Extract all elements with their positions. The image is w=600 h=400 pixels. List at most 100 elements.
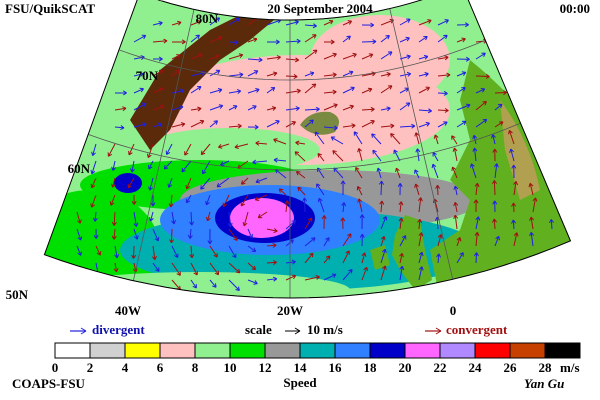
- wind-arrow: [418, 54, 429, 60]
- wind-arrow: [456, 56, 470, 62]
- wind-arrow: [171, 211, 177, 225]
- wind-arrow: [451, 166, 458, 179]
- wind-arrow: [361, 87, 373, 94]
- wind-arrow: [475, 118, 488, 128]
- colorbar-label: 20: [399, 360, 412, 375]
- wind-arrow: [378, 180, 384, 196]
- wind-arrow: [323, 39, 335, 45]
- wind-arrow: [163, 160, 173, 170]
- wind-arrow: [266, 106, 277, 111]
- wind-arrow: [133, 55, 145, 61]
- wind-arrow: [494, 235, 500, 247]
- wind-arrow: [418, 251, 424, 264]
- wind-arrow: [451, 135, 458, 145]
- lat-line: [88, 122, 521, 171]
- wind-arrow: [152, 262, 160, 272]
- lat-label: 50N: [6, 287, 29, 302]
- wind-arrow: [254, 194, 268, 201]
- colorbar-label: 2: [87, 360, 94, 375]
- colorbar-swatch: [299, 342, 336, 359]
- lon-label: 40W: [115, 303, 141, 318]
- wind-arrow: [437, 107, 449, 113]
- legend-arrowhead: [435, 327, 442, 335]
- wind-arrow: [90, 177, 97, 189]
- wind-arrow: [128, 143, 135, 156]
- wind-arrow: [511, 202, 517, 213]
- wind-arrow: [473, 252, 479, 264]
- wind-arrow: [295, 140, 306, 146]
- wind-arrow: [456, 103, 471, 111]
- colorbar-label: 26: [504, 360, 518, 375]
- wind-arrow: [209, 69, 221, 77]
- wind-arrow: [414, 183, 420, 196]
- lat-label: 80N: [196, 11, 219, 26]
- wind-arrow: [529, 231, 535, 247]
- lat-label: 60N: [68, 161, 91, 176]
- wind-arrow: [393, 149, 401, 162]
- wind-arrow: [202, 160, 211, 175]
- wind-arrow: [185, 194, 192, 204]
- wind-arrow: [395, 167, 401, 179]
- wind-arrow: [111, 160, 117, 171]
- wind-arrow: [171, 39, 186, 45]
- wind-arrow: [379, 200, 385, 213]
- wind-arrow: [95, 245, 102, 256]
- wind-arrow: [200, 177, 211, 190]
- wind-arrow: [342, 20, 353, 26]
- wind-arrow: [114, 90, 127, 96]
- wind-arrow: [341, 202, 347, 213]
- wind-arrow: [304, 217, 313, 230]
- colorbar-swatch: [194, 342, 231, 359]
- wind-arrow: [342, 86, 355, 94]
- wind-arrow: [323, 72, 337, 78]
- wind-arrow: [266, 39, 280, 45]
- wind-arrow: [111, 228, 117, 240]
- wind-arrow: [342, 233, 352, 247]
- wind-arrow: [473, 199, 479, 213]
- wind-arrow: [340, 180, 346, 196]
- wind-arrow: [266, 120, 280, 128]
- wind-arrow: [380, 85, 393, 94]
- wind-arrow: [228, 53, 244, 60]
- wind-arrow: [152, 228, 160, 242]
- greenland: [130, 15, 280, 150]
- wind-arrow: [285, 220, 297, 230]
- wind-arrow: [474, 182, 480, 196]
- wind-arrow: [304, 252, 314, 264]
- wind-arrow: [417, 218, 423, 230]
- wind-arrow: [228, 123, 242, 129]
- wind-arrow: [266, 228, 278, 234]
- wind-arrow: [133, 211, 139, 227]
- wind-arrow: [247, 279, 258, 285]
- wind-arrow: [380, 123, 395, 129]
- colorbar-unit: m/s: [560, 360, 580, 375]
- wind-arrow: [257, 211, 268, 219]
- wind-arrow: [475, 52, 486, 60]
- wind-arrow: [398, 217, 404, 230]
- wind-arrow: [152, 38, 168, 44]
- wind-arrow: [475, 73, 490, 79]
- wind-arrow: [247, 105, 257, 111]
- wind-arrow: [359, 214, 365, 230]
- colorbar: 0 2 4 6 8 10 12 14 16 18 20 22 24 26 28 m/s: [52, 342, 581, 375]
- wind-arrow: [317, 197, 325, 213]
- wind-arrow: [397, 182, 403, 196]
- wind-arrow: [398, 201, 404, 213]
- wind-arrow: [492, 148, 498, 162]
- wind-arrow: [209, 88, 223, 94]
- wind-arrow: [266, 86, 276, 94]
- wind-arrow: [323, 125, 338, 131]
- wind-arrow: [209, 279, 217, 288]
- wind-arrow: [436, 253, 442, 264]
- wind-arrow: [437, 90, 448, 96]
- wind-arrow: [242, 211, 249, 227]
- colorbar-swatch: [509, 342, 546, 359]
- wind-arrow: [152, 20, 163, 26]
- wind-arrow: [380, 72, 391, 77]
- wind-arrow: [475, 100, 487, 111]
- map-outline: [43, 0, 572, 299]
- wind-arrow: [475, 88, 486, 94]
- wind-arrow: [323, 255, 331, 264]
- wind-arrow: [148, 177, 154, 191]
- date: 20 September 2004: [267, 1, 373, 16]
